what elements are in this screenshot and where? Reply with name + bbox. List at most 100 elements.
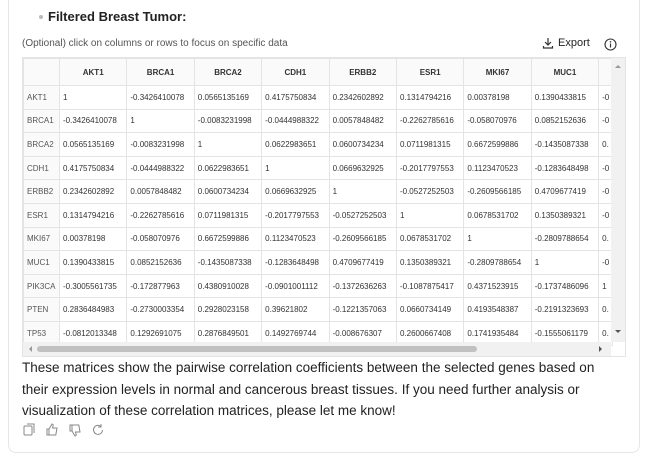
vertical-scrollbar[interactable] — [611, 58, 625, 342]
thumbs-up-icon[interactable] — [45, 423, 59, 437]
row-header[interactable]: TP53 — [23, 320, 60, 346]
cell: 0.1314794216 — [395, 85, 465, 110]
cell: -0.1737486096 — [530, 273, 600, 299]
cell: 0.2836484983 — [58, 297, 128, 322]
cell: 0.0600734234 — [193, 179, 263, 204]
export-label: Export — [558, 37, 590, 49]
cell: 0.0565135169 — [58, 132, 128, 157]
cell: 0.0669632925 — [261, 179, 330, 204]
cell: 0.0565135169 — [193, 85, 263, 110]
cell: 0.0600734234 — [328, 132, 397, 157]
table-row: BRCA2 0.0565135169 -0.0083231998 1 0.0622983… — [23, 132, 614, 157]
cell: -0.0901001112 — [261, 273, 330, 299]
cell: 0.1492769744 — [261, 320, 330, 346]
cell: 0.0852152636 — [530, 108, 600, 134]
cell: -0.0527252503 — [328, 202, 397, 228]
row-header[interactable]: MUC1 — [23, 250, 60, 275]
cell: -0.2809788654 — [530, 226, 600, 252]
thumbs-down-icon[interactable] — [68, 423, 82, 437]
cell: 0.0622983651 — [193, 155, 263, 181]
cell: 1 — [193, 132, 263, 157]
scroll-thumb[interactable] — [37, 346, 477, 352]
info-icon[interactable] — [604, 38, 617, 51]
cell: 0.0057848482 — [126, 179, 195, 204]
row-header[interactable]: PIK3CA — [23, 273, 60, 299]
cell: 0.4371523915 — [463, 273, 532, 299]
export-button[interactable]: Export — [542, 37, 590, 49]
column-header[interactable]: CDH1 — [261, 58, 330, 86]
cell: -0.0527252503 — [395, 179, 465, 204]
table-row: PTEN 0.2836484983 -0.2730003354 0.292802315… — [23, 297, 614, 322]
row-header[interactable]: ERBB2 — [23, 179, 60, 204]
cell: 0.4175750834 — [58, 155, 128, 181]
cell: 0.2876849501 — [193, 320, 263, 346]
cell: -0.2809788654 — [463, 250, 532, 275]
column-header[interactable]: MUC1 — [530, 58, 600, 86]
table-row: BRCA1 -0.3426410078 1 -0.0083231998 -0.04449… — [23, 108, 614, 134]
table-row: MUC1 0.1390433815 0.0852152636 -0.143508733… — [23, 250, 614, 275]
cell: 0.2342602892 — [328, 85, 397, 110]
cell: 0.1123470523 — [261, 226, 330, 252]
row-header[interactable]: ESR1 — [23, 202, 60, 228]
cell: -0.3005561735 — [58, 273, 128, 299]
cell: -0.1555061179 — [530, 320, 600, 346]
column-header[interactable]: MKI67 — [463, 58, 532, 86]
cell: 0.1390433815 — [58, 250, 128, 275]
cell: -0.1221357063 — [328, 297, 397, 322]
row-header[interactable]: MKI67 — [23, 226, 60, 252]
action-icons — [22, 423, 105, 437]
corner-cell — [23, 58, 60, 86]
cell: -0.2017797553 — [395, 155, 465, 181]
cell: 1 — [530, 250, 600, 275]
cell: -0.008676307 — [328, 320, 397, 346]
cell: 0.4193548387 — [463, 297, 532, 322]
table-row: MKI67 0.00378198 -0.058070976 0.6672599886 0… — [23, 226, 614, 252]
assistant-message: These matrices show the pairwise correla… — [22, 360, 595, 418]
table-row: CDH1 0.4175750834 -0.0444988322 0.062298365… — [23, 155, 614, 181]
cell: 1 — [463, 226, 532, 252]
regenerate-icon[interactable] — [91, 423, 105, 437]
copy-icon[interactable] — [22, 423, 36, 437]
row-header[interactable]: PTEN — [23, 297, 60, 322]
cell: -0.2609566185 — [463, 179, 532, 204]
cell: 0.1314794216 — [58, 202, 128, 228]
cell: 1 — [395, 202, 465, 228]
cell: -0.0083231998 — [193, 108, 263, 134]
column-header[interactable]: BRCA1 — [126, 58, 195, 86]
column-header[interactable]: AKT1 — [58, 58, 128, 86]
cell: -0.2262785616 — [395, 108, 465, 134]
cell: 0.00378198 — [463, 85, 532, 110]
message-card — [8, 0, 640, 453]
cell: 0.0711981315 — [395, 132, 465, 157]
cell: -0.0444988322 — [126, 155, 195, 181]
column-header[interactable]: ESR1 — [395, 58, 465, 86]
cell: 1 — [126, 108, 195, 134]
cell: 0.00378198 — [58, 226, 128, 252]
cell: 0.1741935484 — [463, 320, 532, 346]
cell: 1 — [261, 155, 330, 181]
cell: 0.1350389321 — [395, 250, 465, 275]
cell: -0.2730003354 — [126, 297, 195, 322]
column-header[interactable]: BRCA2 — [193, 58, 263, 86]
table-row: ERBB2 0.2342602892 0.0057848482 0.060073423… — [23, 179, 614, 204]
column-header — [598, 58, 614, 86]
table-row: AKT1 1 -0.3426410078 0.0565135169 0.41757508… — [23, 85, 614, 110]
row-header[interactable]: CDH1 — [23, 155, 60, 181]
column-header[interactable]: ERBB2 — [328, 58, 397, 86]
row-header[interactable]: AKT1 — [23, 85, 60, 110]
correlation-table: AKT1 BRCA1 BRCA2 CDH1 ERBB2 ESR1 MKI67 MUC1 AKT1… — [23, 58, 614, 346]
scroll-arrows — [29, 346, 602, 352]
cell: 0.4175750834 — [261, 85, 330, 110]
cell: 0.4709677419 — [328, 250, 397, 275]
cell: -0.0444988322 — [261, 108, 330, 134]
export-icon — [542, 38, 554, 49]
cell: 0.1350389321 — [530, 202, 600, 228]
cell: -0.1087875417 — [395, 273, 465, 299]
row-header[interactable]: BRCA1 — [23, 108, 60, 134]
cell: 0.0852152636 — [126, 250, 195, 275]
cell: -0.2609566185 — [328, 226, 397, 252]
row-header[interactable]: BRCA2 — [23, 132, 60, 157]
hint-text: (Optional) click on columns or rows to f… — [22, 38, 288, 49]
cell: -0.1435087338 — [193, 250, 263, 275]
